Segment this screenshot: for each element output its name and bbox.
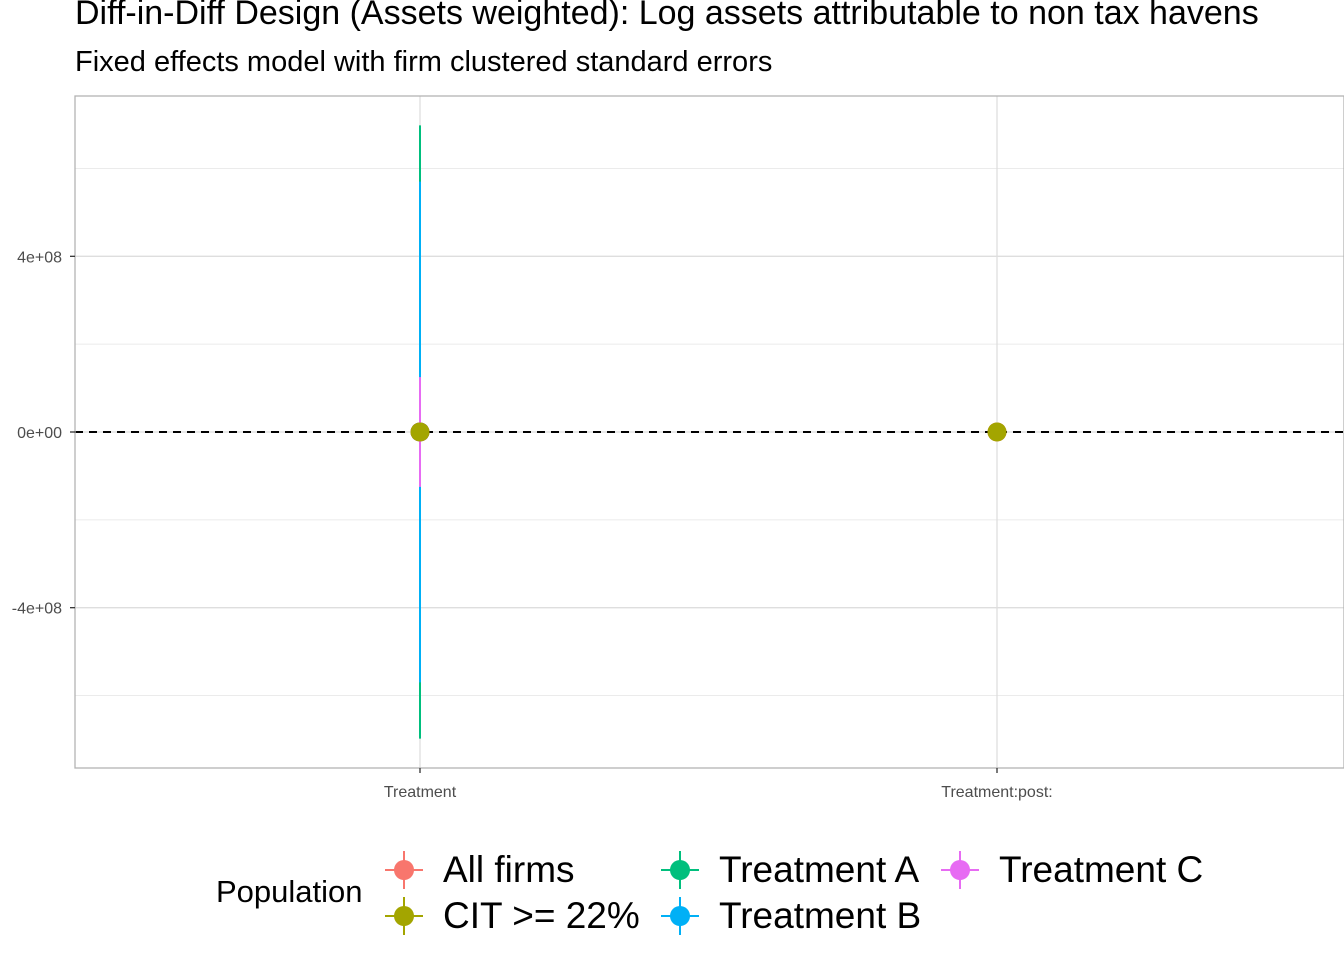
legend-item-treatment-b: Treatment B [661,893,921,939]
legend-item-treatment-c: Treatment C [941,847,1203,893]
chart-title: Diff-in-Diff Design (Assets weighted): L… [75,0,1259,32]
data-point [410,422,430,442]
legend-key-point [670,906,690,926]
x-tick-label: Treatment:post: [941,784,1052,801]
legend-key-treatment-a [661,851,699,889]
legend-key-all-firms [385,851,423,889]
legend-key-treatment-c [941,851,979,889]
legend-key-point [394,906,414,926]
legend-key-point [670,860,690,880]
y-axis: 4e+08 0e+00 -4e+08 [12,249,75,618]
legend-label: Treatment B [719,895,922,936]
legend-key-point [394,860,414,880]
data-point [987,422,1007,442]
legend-item-treatment-a: Treatment A [661,847,919,893]
y-tick-label: 0e+00 [17,425,62,442]
legend-label: CIT >= 22% [443,895,640,936]
x-tick-label: Treatment [384,784,457,801]
chart-subtitle: Fixed effects model with firm clustered … [75,46,773,78]
legend-label: All firms [443,849,575,890]
y-tick-label: 4e+08 [17,249,62,266]
y-tick-label: -4e+08 [12,601,62,618]
legend-title: Population [216,874,363,909]
legend-label: Treatment A [719,849,920,890]
legend-key-cit [385,897,423,935]
x-axis: Treatment Treatment:post: [384,768,1053,801]
legend-key-treatment-b [661,897,699,935]
legend-item-all-firms: All firms [385,847,575,893]
legend-key-point [950,860,970,880]
legend-item-cit: CIT >= 22% [385,893,640,939]
legend-label: Treatment C [999,849,1204,890]
marks-layer [410,125,1007,739]
